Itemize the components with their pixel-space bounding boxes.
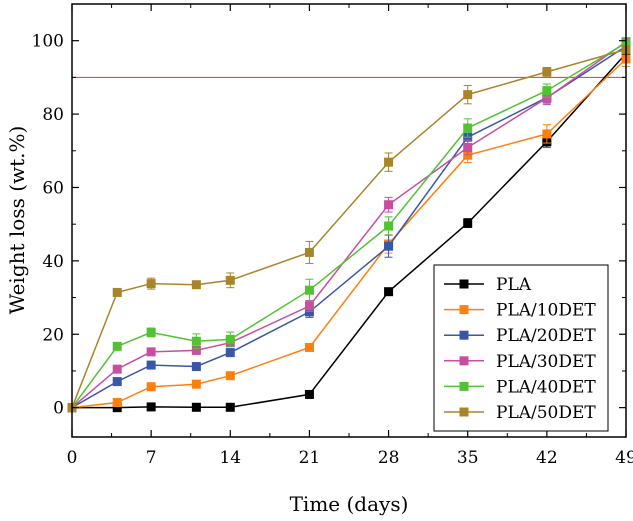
data-point [112,403,122,413]
legend-marker [459,381,469,391]
legend-item: PLA/30DET [444,352,596,372]
data-point [191,345,201,355]
data-point [191,336,201,346]
series-line [71,45,627,409]
data-point [384,221,394,231]
data-point [304,247,314,257]
data-point [384,157,394,167]
series-line [71,41,627,409]
data-point [191,280,201,290]
data-point [146,382,156,392]
data-point [112,398,122,408]
data-point [384,287,394,297]
legend-label: PLA/20DET [496,326,596,346]
x-tick-label: 14 [219,448,241,468]
legend: PLA PLA/10DET PLA/20DET PLA/30DET PLA/40DET P… [433,264,609,432]
legend-marker [459,407,469,417]
legend-box [433,264,609,432]
data-point [112,287,122,297]
data-point [146,327,156,337]
legend-label: PLA/30DET [496,352,596,372]
legend-label: PLA/50DET [496,403,596,423]
data-point [225,334,235,344]
data-point [191,379,201,389]
data-point [304,301,314,311]
data-point [463,123,473,133]
legend-marker [459,330,469,340]
legend-label: PLA/40DET [496,377,596,397]
data-point [542,93,552,103]
data-point [146,279,156,289]
data-point [146,360,156,370]
x-tick-label: 21 [299,448,321,468]
x-tick-label: 49 [615,448,633,468]
legend-item: PLA/10DET [444,301,596,321]
series-pla-50det [67,45,631,413]
y-axis-title: Weight loss (wt.%) [5,126,29,315]
data-point [225,371,235,381]
data-point [112,341,122,351]
series-line [71,42,627,409]
axis-layer: 0 7 14 21 28 35 42 49 0 20 40 60 80 100 [32,4,633,468]
legend-item: PLA/40DET [444,377,596,397]
x-axis-title: Time (days) [290,492,409,516]
legend-item: PLA/50DET [444,403,596,423]
data-point [463,90,473,100]
y-tick-label: 40 [42,252,64,272]
y-tick-label: 80 [42,105,64,125]
series-layer [67,37,631,413]
data-point [146,402,156,412]
legend-label: PLA/10DET [496,301,596,321]
x-tick-label: 7 [146,448,157,468]
x-tick-label: 35 [457,448,479,468]
series-line [72,52,627,409]
data-point [112,364,122,374]
y-tick-label: 60 [42,178,64,198]
y-tick-label: 0 [53,399,64,419]
data-point [463,142,473,152]
data-point [384,241,394,251]
x-tick-label: 0 [67,448,78,468]
data-point [542,67,552,77]
series-pla-40det [67,38,631,413]
y-tick-label: 20 [42,325,64,345]
data-point [191,362,201,372]
legend-item: PLA [444,275,532,295]
data-point [384,200,394,210]
data-point [146,347,156,357]
y-tick-label: 100 [32,32,64,52]
data-point [304,342,314,352]
x-tick-label: 42 [536,448,558,468]
data-point [225,348,235,358]
data-point [542,86,552,96]
x-tick-label: 28 [378,448,400,468]
series-line [71,58,627,409]
legend-marker [459,356,469,366]
data-point [463,218,473,228]
data-point [225,275,235,285]
series-line [71,48,627,408]
data-point [191,402,201,412]
legend-item: PLA/20DET [444,326,596,346]
legend-marker [459,279,469,289]
legend-marker [459,305,469,315]
data-point [542,129,552,139]
data-point [112,377,122,387]
data-point [304,285,314,295]
legend-label: PLA [496,275,532,295]
data-point [225,402,235,412]
data-point [304,389,314,399]
